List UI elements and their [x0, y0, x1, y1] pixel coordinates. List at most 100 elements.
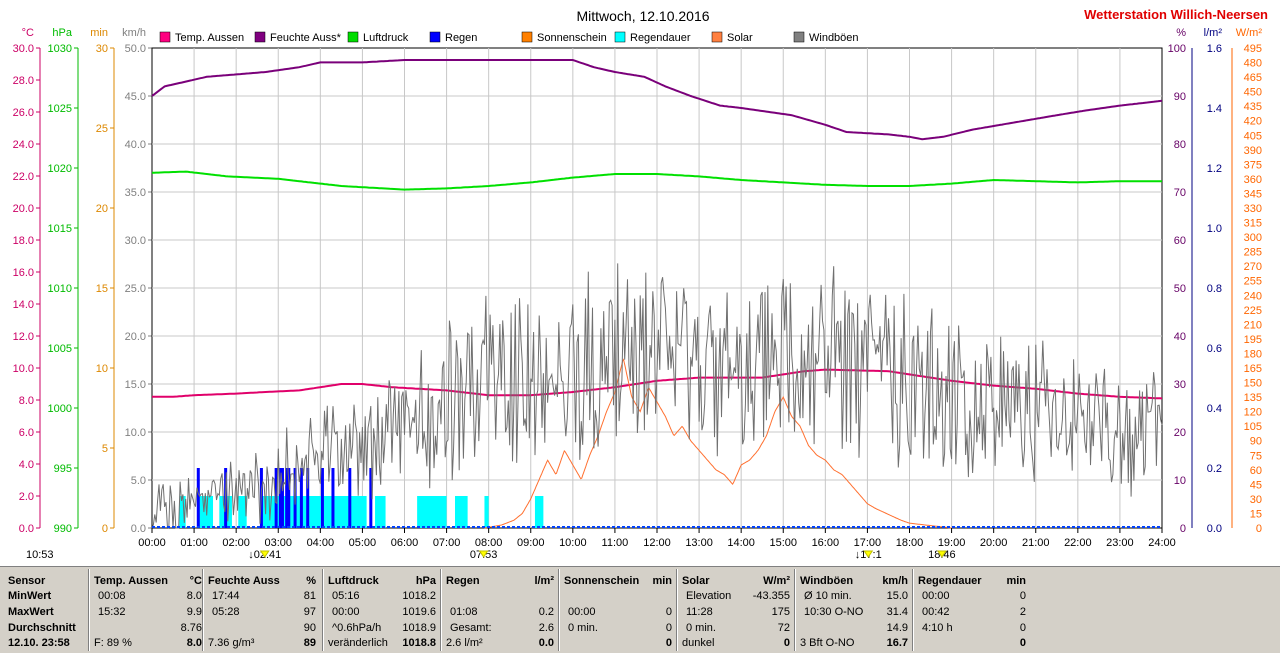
rain-axis-tick: 1.0: [1207, 223, 1222, 235]
rain-axis-tick: 0.6: [1207, 343, 1222, 355]
stats-cell-value: -43.355: [752, 590, 790, 602]
series-windb-en: [151, 263, 1163, 530]
pressure-axis-tick: 995: [54, 463, 72, 475]
chart-title: Mittwoch, 12.10.2016: [576, 8, 709, 24]
stats-col-title: Temp. Aussen: [94, 575, 168, 587]
stats-col-unit: %: [306, 575, 316, 587]
legend-label: Sonnenschein: [537, 32, 607, 44]
humidity-axis-tick: 90: [1174, 91, 1186, 103]
pressure-axis-tick: 1015: [48, 223, 72, 235]
rain-axis-tick: 0.2: [1207, 463, 1222, 475]
temp-axis-tick: 8.0: [19, 395, 34, 407]
legend-swatch: [793, 31, 805, 43]
stats-current-note: F: 89 %: [94, 637, 132, 649]
rain-duration-block: [484, 496, 489, 528]
column-separator: [88, 569, 90, 651]
solar-axis-tick: 240: [1244, 290, 1262, 302]
temp-axis-tick: 26.0: [13, 107, 34, 119]
stats-col-unit: l/m²: [534, 575, 554, 587]
solar-axis-tick: 75: [1250, 450, 1262, 462]
solar-axis-tick: 285: [1244, 247, 1262, 259]
x-tick-label: 09:00: [517, 537, 545, 549]
stats-cell-time: Ø 10 min.: [804, 590, 852, 602]
statistics-panel: Sensor MinWert MaxWert Durchschnitt 12.1…: [0, 566, 1280, 653]
stats-cell-time: 10:30 O-NO: [804, 606, 864, 618]
humidity-axis-unit: %: [1176, 27, 1186, 39]
stats-cell-time: 00:08: [98, 590, 126, 602]
solar-axis-tick: 105: [1244, 421, 1262, 433]
x-tick-label: 12:00: [643, 537, 671, 549]
solar-axis-tick: 0: [1256, 523, 1262, 535]
stats-col-title: Regen: [446, 575, 480, 587]
stats-cell-time: 4:10 h: [922, 622, 953, 634]
rain-bar: [331, 468, 335, 528]
rain-bar: [306, 468, 310, 528]
stats-cell-time: Elevation: [686, 590, 732, 602]
solar-axis-tick: 270: [1244, 261, 1262, 273]
stats-col-feuchte-auss: Feuchte Auss% 17:44 81 05:28 97 90 7.36 g/m³ 89: [202, 567, 316, 653]
column-separator: [912, 569, 914, 651]
stats-current-value: 0: [1019, 637, 1026, 649]
x-tick-label: 16:00: [812, 537, 840, 549]
legend-label: Feuchte Auss*: [270, 32, 342, 44]
temp-axis-tick: 4.0: [19, 459, 34, 471]
stats-col-unit: min: [1006, 575, 1026, 587]
solar-axis-tick: 30: [1250, 494, 1262, 506]
x-axis: 00:00 01:00 02:00 03:00 04:00 05:00 06:00 07:00…: [26, 528, 1176, 561]
solar-axis-tick: 195: [1244, 334, 1262, 346]
left-axes: °C 0.0 2.0 4.0 6.0 8.0 10.0 12.0 14.0 16.0 18.0 20.…: [13, 27, 153, 535]
rain-duration-block: [375, 496, 386, 528]
rain-duration-block: [455, 496, 468, 528]
wind-axis-tick: 25.0: [125, 283, 146, 295]
legend-swatch: [614, 31, 626, 43]
stats-col-regendauer: Regendauer min 00:00 0 00:42 2 4:10 h 0 0: [912, 567, 1026, 653]
x-tick-label: 15:00: [769, 537, 797, 549]
rain-bar: [369, 468, 373, 528]
stats-col-unit: km/h: [882, 575, 908, 587]
weather-chart: °C 0.0 2.0 4.0 6.0 8.0 10.0 12.0 14.0 16.0 18.0 20.…: [13, 7, 1268, 561]
series-feuchte-auss-: [151, 59, 1163, 141]
stats-current-note: veränderlich: [328, 637, 388, 649]
column-separator: [676, 569, 678, 651]
solar-axis-tick: 390: [1244, 145, 1262, 157]
stats-col-windb-en: Windböen km/h Ø 10 min. 15.0 10:30 O-NO 31.4 1…: [794, 567, 908, 653]
wind-axis-tick: 10.0: [125, 427, 146, 439]
column-separator: [440, 569, 442, 651]
humidity-axis-tick: 10: [1174, 475, 1186, 487]
legend-label: Temp. Aussen: [175, 32, 244, 44]
x-tick-label: 08:00: [475, 537, 503, 549]
x-tick-label: 24:00: [1148, 537, 1176, 549]
temp-axis-tick: 18.0: [13, 235, 34, 247]
temp-axis-tick: 6.0: [19, 427, 34, 439]
rain-bar: [196, 468, 200, 528]
x-tick-label: 14:00: [727, 537, 755, 549]
humidity-axis-tick: 30: [1174, 379, 1186, 391]
rain-duration-block: [198, 496, 214, 528]
rain-duration-block: [238, 496, 247, 528]
stats-col-title: Windböen: [800, 575, 854, 587]
temp-axis-tick: 16.0: [13, 267, 34, 279]
solar-axis-tick: 315: [1244, 218, 1262, 230]
solar-axis-unit: W/m²: [1236, 27, 1263, 39]
stats-col-temp-aussen: Temp. Aussen °C 00:08 8.0 15:32 9.9 8.76 F: 89 …: [88, 567, 202, 653]
stats-col-unit: W/m²: [763, 575, 790, 587]
stats-cell-value: 0: [665, 606, 672, 618]
solar-axis-tick: 375: [1244, 159, 1262, 171]
humidity-axis-tick: 20: [1174, 427, 1186, 439]
solar-axis-tick: 210: [1244, 319, 1262, 331]
temp-axis-tick: 28.0: [13, 75, 34, 87]
pressure-axis-unit: hPa: [52, 27, 72, 39]
stats-cell-time: 01:08: [450, 606, 478, 618]
x-tick-label: 11:00: [602, 537, 629, 549]
solar-axis-tick: 225: [1244, 305, 1262, 317]
x-tick-label: 21:00: [1022, 537, 1050, 549]
stats-col-unit: °C: [189, 575, 202, 587]
temp-axis-tick: 12.0: [13, 331, 34, 343]
legend-swatch: [429, 31, 441, 43]
legend-swatch: [159, 31, 171, 43]
stats-col-luftdruck: Luftdruck hPa 05:16 1018.2 00:00 1019.6 ^0.6hP…: [322, 567, 436, 653]
solar-axis-tick: 360: [1244, 174, 1262, 186]
station-name: Wetterstation Willich-Neersen: [1084, 7, 1268, 22]
rain-bar: [287, 468, 291, 528]
stats-cell-value: 175: [771, 606, 790, 618]
